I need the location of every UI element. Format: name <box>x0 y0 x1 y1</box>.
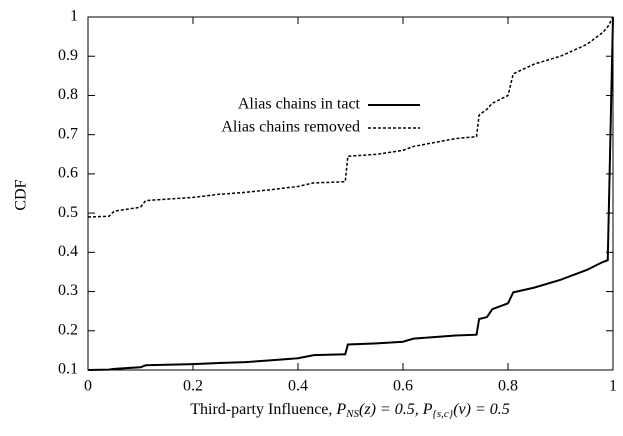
y-axis-label: CDF <box>13 179 30 210</box>
x-axis-label-part: NS <box>345 408 359 420</box>
y-tick-label: 0.4 <box>58 243 78 260</box>
y-tick-label: 1 <box>70 8 78 25</box>
x-tick-label: 0.4 <box>288 378 308 395</box>
x-tick-label: 0.6 <box>393 378 413 395</box>
y-tick-label: 0.6 <box>58 165 78 182</box>
y-tick-label: 0.2 <box>58 321 78 338</box>
legend-label: Alias chains in tact <box>238 96 361 113</box>
plot-frame <box>87 16 614 371</box>
x-axis-label-part: P <box>335 401 346 418</box>
x-axis-label-part: (z) = 0.5, <box>359 401 423 418</box>
y-tick-label: 0.1 <box>58 361 78 378</box>
x-tick-label: 0.2 <box>183 378 203 395</box>
y-tick-label: 0.5 <box>58 204 78 221</box>
series-line <box>87 16 614 218</box>
x-axis-label: Third-party Influence, PNS(z) = 0.5, P{s… <box>190 401 510 420</box>
x-axis-label-part: P <box>422 401 433 418</box>
y-tick-label: 0.8 <box>58 86 78 103</box>
x-axis-label-part: (v) = 0.5 <box>453 401 510 418</box>
y-tick-label: 0.9 <box>58 47 78 64</box>
x-tick-label: 1 <box>609 378 617 395</box>
x-axis-label-part: Third-party Influence, <box>190 401 336 418</box>
x-tick-label: 0.8 <box>498 378 518 395</box>
y-tick-label: 0.7 <box>58 125 78 142</box>
legend-label: Alias chains removed <box>221 119 360 136</box>
x-tick-label: 0 <box>84 378 92 395</box>
y-tick-label: 0.3 <box>58 282 78 299</box>
series-line <box>87 16 614 371</box>
x-axis-label-part: {s,c} <box>432 408 453 420</box>
